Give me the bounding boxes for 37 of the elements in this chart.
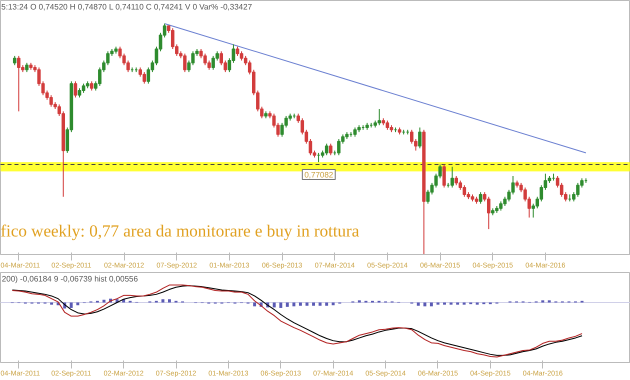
candlestick — [74, 80, 78, 98]
candlestick — [49, 94, 53, 108]
candlestick — [98, 66, 102, 86]
annotation: 0,77082 — [304, 170, 334, 180]
candlestick — [450, 166, 454, 188]
candlestick — [386, 120, 390, 130]
candlestick — [378, 108, 382, 126]
candlestick — [560, 182, 564, 198]
candlestick — [183, 53, 187, 73]
candlestick — [240, 50, 244, 62]
candlestick — [324, 143, 328, 156]
candlestick — [90, 80, 94, 92]
candlestick — [12, 55, 16, 66]
text: 200) -0,06184 9 -0,06739 hist 0,00556 — [2, 274, 138, 284]
candlestick — [442, 164, 446, 188]
candlestick — [454, 175, 458, 186]
candlestick — [499, 200, 503, 212]
candlestick — [236, 46, 240, 56]
candlestick — [478, 192, 482, 204]
candlestick — [337, 138, 341, 156]
candlestick — [418, 127, 422, 149]
candlestick — [486, 196, 490, 230]
text: 5:13:24 O 0,74520 H 0,74870 L 0,74110 C 0,74241 V 0 Var% -0,33427 — [1, 2, 253, 12]
candlestick — [17, 55, 20, 112]
candlestick — [211, 55, 215, 70]
candlestick — [78, 88, 82, 98]
candlestick — [353, 127, 357, 138]
candlestick — [25, 62, 29, 73]
candlestick — [576, 182, 580, 198]
candlestick — [82, 83, 86, 94]
candlestick — [410, 129, 414, 144]
candlestick — [146, 66, 150, 84]
candlestick — [462, 184, 466, 198]
annotation: fico weekly: 0,77 area da monitorare e buy in rottura — [0, 222, 360, 241]
candlestick — [142, 72, 146, 84]
candlestick — [328, 143, 332, 156]
candlestick — [203, 53, 207, 66]
